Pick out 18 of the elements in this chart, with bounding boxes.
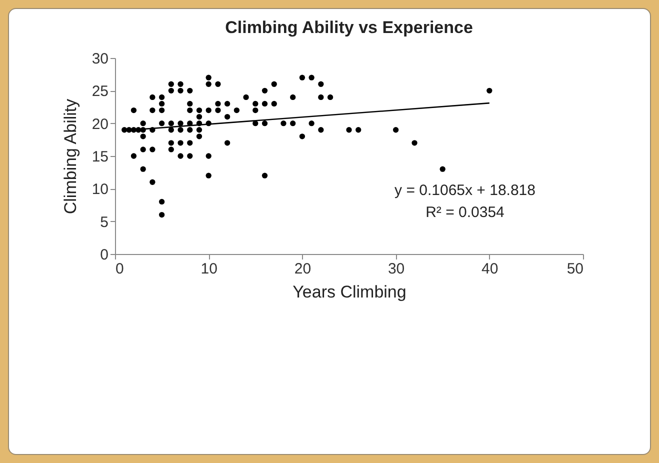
y-tick-label: 15 [92,148,108,166]
y-tick-label: 30 [92,50,108,68]
chart-title: Climbing Ability vs Experience [225,18,473,37]
x-tick-label: 0 [116,260,124,278]
annotation: R² = 0.0354 [426,204,504,221]
y-axis-title: Climbing Ability [60,98,80,214]
x-axis-title: Years Climbing [292,282,406,302]
x-tick-label: 20 [294,260,312,278]
x-tick-label: 10 [200,260,218,278]
y-tick-label: 0 [100,246,108,264]
y-tick-label: 25 [92,83,108,100]
x-tick-label: 30 [388,260,405,278]
y-tick-label: 5 [100,214,108,231]
y-tick-label: 10 [92,181,108,198]
x-tick-label: 50 [566,260,584,278]
annotation: y = 0.1065x + 18.818 [394,182,536,199]
x-tick-label: 40 [482,260,498,278]
y-tick-label: 20 [92,116,108,133]
